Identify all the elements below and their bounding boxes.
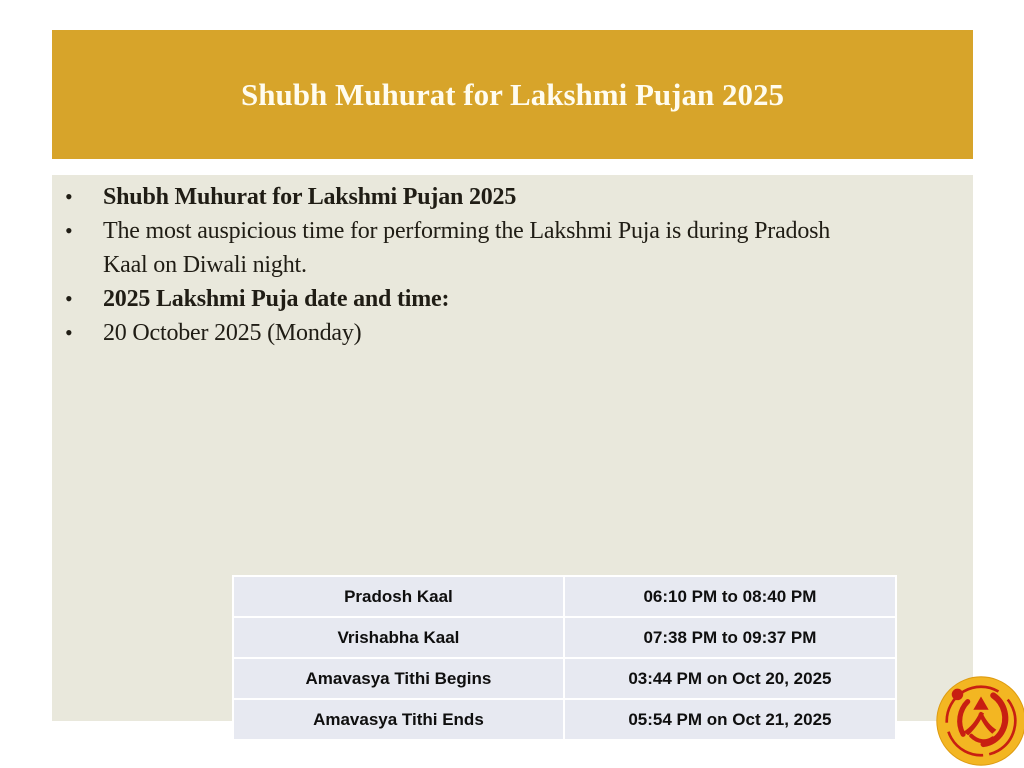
content-box: • Shubh Muhurat for Lakshmi Pujan 2025 •… bbox=[52, 175, 973, 741]
table-row: Pradosh Kaal 06:10 PM to 08:40 PM bbox=[234, 577, 895, 616]
table-row: Amavasya Tithi Ends 05:54 PM on Oct 21, … bbox=[234, 700, 895, 739]
bullet-text: 2025 Lakshmi Puja date and time: bbox=[103, 286, 450, 312]
bullet-text: Shubh Muhurat for Lakshmi Pujan 2025 bbox=[103, 184, 517, 210]
bullet-icon: • bbox=[65, 320, 73, 345]
logo-disc bbox=[936, 676, 1024, 766]
bullet-list: • Shubh Muhurat for Lakshmi Pujan 2025 •… bbox=[52, 175, 973, 350]
muhurat-table: Pradosh Kaal 06:10 PM to 08:40 PM Vrisha… bbox=[232, 575, 897, 741]
muhurat-value-cell: 06:10 PM to 08:40 PM bbox=[564, 577, 895, 616]
title-banner: Shubh Muhurat for Lakshmi Pujan 2025 bbox=[52, 30, 973, 159]
muhurat-value-cell: 05:54 PM on Oct 21, 2025 bbox=[564, 700, 895, 739]
muhurat-label-cell: Amavasya Tithi Ends bbox=[234, 700, 563, 739]
muhurat-value-cell: 03:44 PM on Oct 20, 2025 bbox=[564, 659, 895, 698]
logo-glyph-top-triangle bbox=[973, 696, 989, 710]
table-row: Vrishabha Kaal 07:38 PM to 09:37 PM bbox=[234, 618, 895, 657]
bullet-text: 20 October 2025 (Monday) bbox=[103, 320, 362, 346]
logo-dot bbox=[951, 688, 964, 701]
brand-logo-icon bbox=[936, 676, 1024, 766]
muhurat-label-cell: Amavasya Tithi Begins bbox=[234, 659, 563, 698]
bullet-item: • 2025 Lakshmi Puja date and time: bbox=[52, 282, 965, 316]
logo-glyph-right-swoosh bbox=[980, 692, 1009, 748]
bullet-item: • 20 October 2025 (Monday) bbox=[52, 316, 965, 350]
bullet-text: The most auspicious time for performing … bbox=[103, 218, 831, 278]
muhurat-value-cell: 07:38 PM to 09:37 PM bbox=[564, 618, 895, 657]
logo-glyph-bottom-hook bbox=[969, 733, 995, 744]
muhurat-label-cell: Pradosh Kaal bbox=[234, 577, 563, 616]
logo-glyph-right-leg bbox=[978, 711, 997, 734]
table-row: Amavasya Tithi Begins 03:44 PM on Oct 20… bbox=[234, 659, 895, 698]
bullet-item: • The most auspicious time for performin… bbox=[52, 214, 965, 282]
logo-ring bbox=[945, 685, 1017, 757]
bullet-icon: • bbox=[65, 218, 73, 243]
logo-glyph-left-leg bbox=[963, 711, 985, 736]
bullet-icon: • bbox=[65, 286, 73, 311]
logo-glyph-left-crescent bbox=[957, 699, 971, 737]
bullet-icon: • bbox=[65, 184, 73, 209]
muhurat-label-cell: Vrishabha Kaal bbox=[234, 618, 563, 657]
slide-title: Shubh Muhurat for Lakshmi Pujan 2025 bbox=[241, 76, 784, 112]
bullet-item: • Shubh Muhurat for Lakshmi Pujan 2025 bbox=[52, 180, 965, 214]
